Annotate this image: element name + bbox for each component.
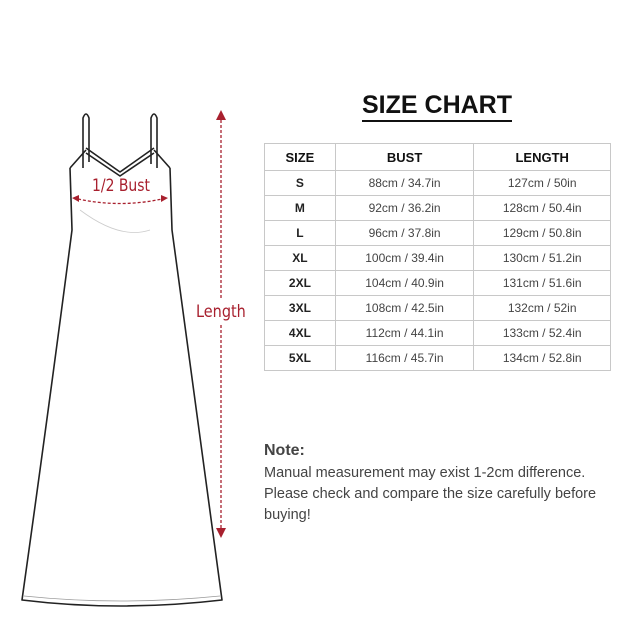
bust-cell: 116cm / 45.7in [334, 345, 475, 371]
note-title: Note: [264, 442, 305, 459]
size-table: SIZE BUST LENGTH S 88cm / 34.7in 127cm / 5… [264, 143, 611, 371]
table-row: M 92cm / 36.2in 128cm / 50.4in [264, 195, 611, 221]
length-cell: 128cm / 50.4in [473, 195, 611, 221]
table-row: 5XL 116cm / 45.7in 134cm / 52.8in [264, 345, 611, 371]
length-cell: 127cm / 50in [473, 170, 611, 196]
header-size: SIZE [264, 143, 336, 171]
table-row: L 96cm / 37.8in 129cm / 50.8in [264, 220, 611, 246]
size-cell: L [264, 220, 336, 246]
length-cell: 129cm / 50.8in [473, 220, 611, 246]
length-measure-arrow [216, 110, 226, 538]
bust-cell: 112cm / 44.1in [334, 320, 475, 346]
bust-cell: 108cm / 42.5in [334, 295, 475, 321]
header-bust: BUST [334, 143, 475, 171]
size-cell: M [264, 195, 336, 221]
length-cell: 132cm / 52in [473, 295, 611, 321]
bust-cell: 100cm / 39.4in [334, 245, 475, 271]
table-row: 3XL 108cm / 42.5in 132cm / 52in [264, 295, 611, 321]
length-label: Length [196, 300, 246, 324]
bust-label: 1/2 Bust [92, 176, 151, 196]
bust-cell: 92cm / 36.2in [334, 195, 475, 221]
table-row: 4XL 112cm / 44.1in 133cm / 52.4in [264, 320, 611, 346]
size-cell: 4XL [264, 320, 336, 346]
bust-cell: 96cm / 37.8in [334, 220, 475, 246]
note-line: Please check and compare the size carefu… [264, 486, 597, 523]
length-cell: 133cm / 52.4in [473, 320, 611, 346]
size-cell: XL [264, 245, 336, 271]
size-cell: 3XL [264, 295, 336, 321]
size-cell: S [264, 170, 336, 196]
dress-illustration [21, 110, 226, 607]
note-section: Note: Manual measurement may exist 1-2cm… [264, 440, 624, 526]
bust-measure-arrow [72, 195, 168, 205]
note-line: Manual measurement may exist 1-2cm diffe… [264, 465, 586, 481]
table-header-row: SIZE BUST LENGTH [264, 143, 611, 171]
length-cell: 134cm / 52.8in [473, 345, 611, 371]
bust-cell: 104cm / 40.9in [334, 270, 475, 296]
title-text: SIZE CHART [362, 91, 512, 122]
length-cell: 130cm / 51.2in [473, 245, 611, 271]
page-title: SIZE CHART [264, 91, 610, 122]
table-row: XL 100cm / 39.4in 130cm / 51.2in [264, 245, 611, 271]
size-cell: 2XL [264, 270, 336, 296]
length-cell: 131cm / 51.6in [473, 270, 611, 296]
header-length: LENGTH [473, 143, 611, 171]
bust-cell: 88cm / 34.7in [334, 170, 475, 196]
table-row: 2XL 104cm / 40.9in 131cm / 51.6in [264, 270, 611, 296]
table-row: S 88cm / 34.7in 127cm / 50in [264, 170, 611, 196]
size-cell: 5XL [264, 345, 336, 371]
